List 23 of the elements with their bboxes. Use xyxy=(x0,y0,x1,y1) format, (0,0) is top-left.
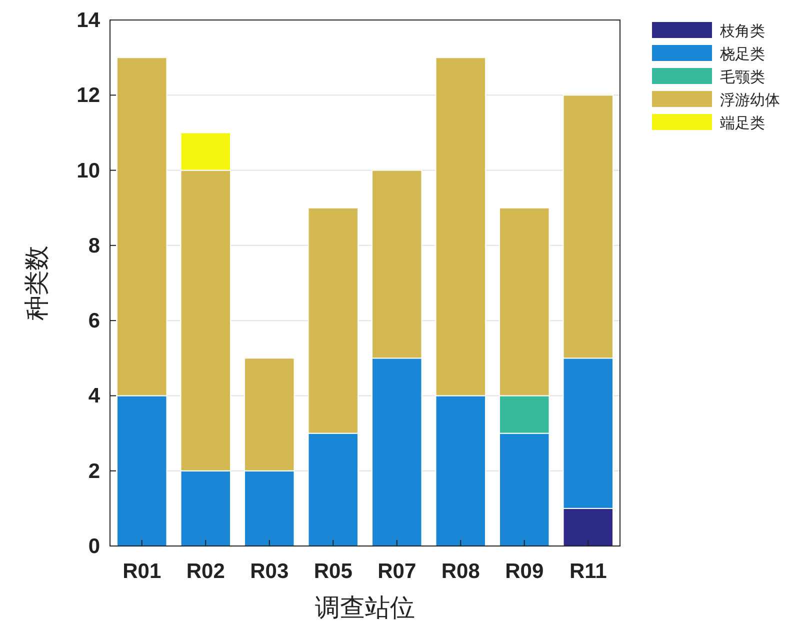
legend-label: 浮游幼体 xyxy=(720,92,780,109)
legend-label: 桡足类 xyxy=(719,46,765,63)
y-tick-label: 12 xyxy=(76,84,100,108)
y-axis-title: 种类数 xyxy=(23,246,51,320)
legend-label: 端足类 xyxy=(720,115,765,132)
y-tick-label: 0 xyxy=(88,535,100,558)
y-tick-label: 10 xyxy=(76,159,100,182)
y-tick-label: 2 xyxy=(88,460,100,483)
x-tick-label: R08 xyxy=(441,560,480,583)
y-tick-label: 6 xyxy=(88,310,100,333)
x-axis-title: 调查站位 xyxy=(315,594,415,621)
legend-label: 枝角类 xyxy=(719,23,765,40)
y-tick-label: 14 xyxy=(76,9,100,32)
x-tick-label: R03 xyxy=(250,560,289,583)
x-tick-label: R09 xyxy=(505,560,544,583)
x-tick-label: R07 xyxy=(378,560,416,583)
x-tick-label: R05 xyxy=(314,560,353,583)
x-tick-label: R11 xyxy=(569,560,608,583)
legend-label: 毛颚类 xyxy=(720,69,765,86)
y-tick-label: 8 xyxy=(88,234,100,258)
x-tick-label: R02 xyxy=(186,560,225,583)
x-tick-label: R01 xyxy=(122,560,162,583)
y-tick-label: 4 xyxy=(88,384,100,408)
